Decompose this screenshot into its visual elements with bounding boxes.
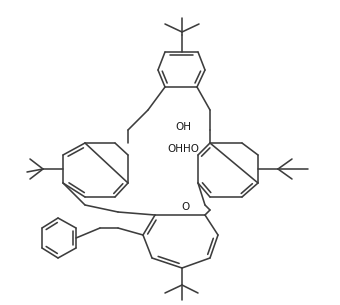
- Text: OH: OH: [175, 122, 191, 132]
- Text: O: O: [182, 202, 190, 212]
- Text: OHHO: OHHO: [167, 144, 199, 154]
